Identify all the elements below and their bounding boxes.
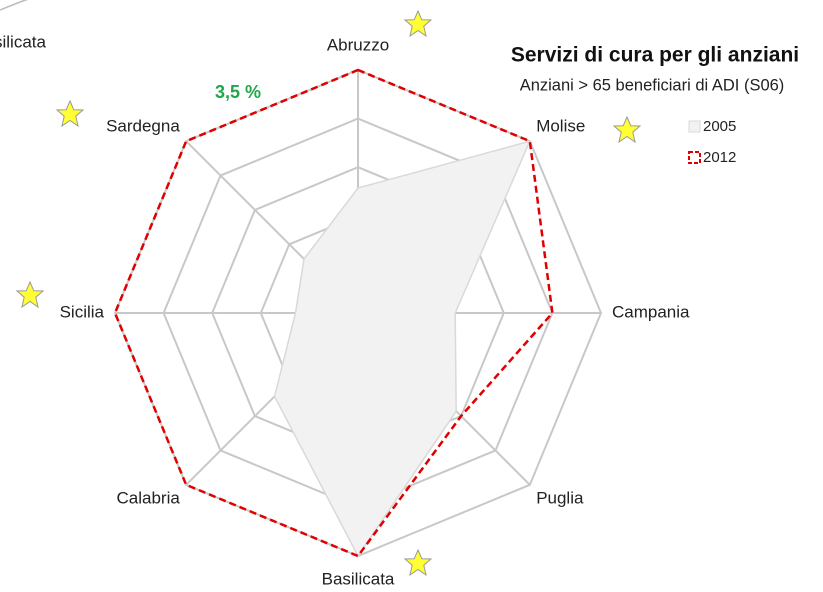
star	[15, 280, 45, 309]
category-label: Campania	[612, 302, 690, 321]
star	[403, 9, 433, 38]
star	[612, 115, 642, 144]
cropped-label: silicata	[0, 32, 47, 51]
category-label: Molise	[536, 116, 585, 135]
category-label: Basilicata	[322, 569, 395, 588]
series-area	[113, 68, 554, 558]
series-area	[273, 140, 532, 558]
category-label: Puglia	[536, 489, 584, 508]
category-label: Sardegna	[106, 116, 180, 135]
category-label: Abruzzo	[327, 35, 389, 54]
stars	[15, 9, 642, 577]
annotation: 3,5 %	[215, 82, 261, 102]
category-label: Calabria	[116, 489, 180, 508]
legend-swatch	[688, 120, 701, 133]
legend-label: 2012	[703, 149, 736, 166]
star	[403, 548, 433, 577]
chart-title: Servizi di cura per gli anziani	[511, 44, 799, 67]
cropped-shape	[0, 0, 28, 11]
chart-subtitle: Anziani > 65 beneficiari di ADI (S06)	[520, 76, 785, 94]
legend-swatch	[688, 151, 701, 164]
category-label: Sicilia	[60, 302, 105, 321]
legend-label: 2005	[703, 118, 736, 135]
star	[55, 99, 85, 128]
